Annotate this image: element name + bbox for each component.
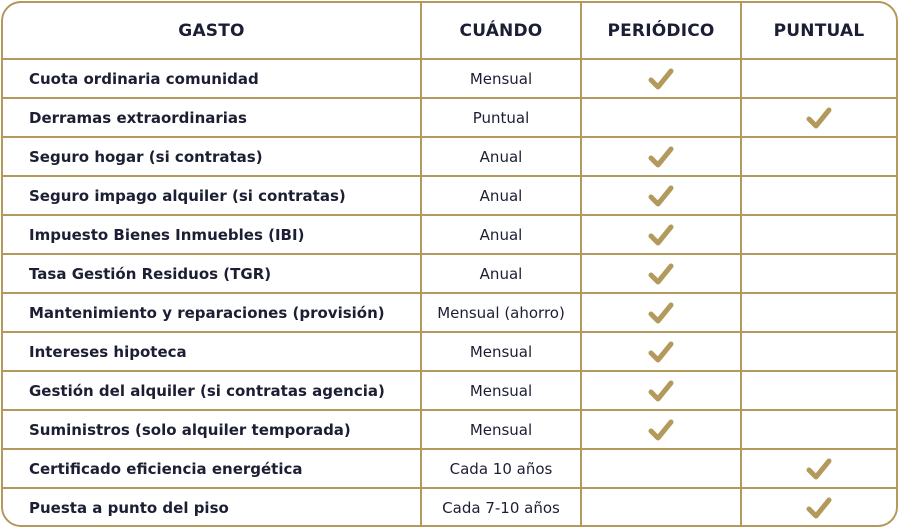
cell-cuando: Puntual [420, 97, 582, 138]
table-row: Mantenimiento y reparaciones (provisión)… [3, 292, 896, 333]
cell-periodico [580, 214, 742, 255]
table-row: Certificado eficiencia energética Cada 10… [3, 448, 896, 489]
cell-periodico [580, 58, 742, 99]
cell-periodico [580, 175, 742, 216]
cell-gasto: Tasa Gestión Residuos (TGR) [3, 253, 422, 294]
checkmark-icon [805, 107, 833, 128]
cell-periodico [580, 136, 742, 177]
checkmark-icon [647, 224, 675, 245]
cell-puntual [740, 175, 896, 216]
cell-cuando: Mensual [420, 58, 582, 99]
cell-cuando: Anual [420, 214, 582, 255]
cell-periodico [580, 253, 742, 294]
checkmark-icon [805, 458, 833, 479]
cell-gasto: Suministros (solo alquiler temporada) [3, 409, 422, 450]
table-row: Suministros (solo alquiler temporada) Men… [3, 409, 896, 450]
checkmark-icon [647, 263, 675, 284]
checkmark-icon [647, 380, 675, 401]
cell-gasto: Gestión del alquiler (si contratas agenc… [3, 370, 422, 411]
cell-puntual [740, 370, 896, 411]
table-row: Seguro impago alquiler (si contratas) Anu… [3, 175, 896, 216]
cell-gasto: Cuota ordinaria comunidad [3, 58, 422, 99]
cell-gasto: Puesta a punto del piso [3, 487, 422, 525]
cell-gasto: Mantenimiento y reparaciones (provisión) [3, 292, 422, 333]
cell-puntual [740, 292, 896, 333]
header-gasto: GASTO [3, 3, 422, 60]
cell-puntual [740, 487, 896, 525]
cell-gasto: Seguro impago alquiler (si contratas) [3, 175, 422, 216]
table-row: Gestión del alquiler (si contratas agenc… [3, 370, 896, 411]
cell-periodico [580, 370, 742, 411]
cell-periodico [580, 487, 742, 525]
table-row: Derramas extraordinarias Puntual [3, 97, 896, 138]
cell-periodico [580, 292, 742, 333]
checkmark-icon [805, 497, 833, 518]
expenses-table: GASTO CUÁNDO PERIÓDICO PUNTUAL Cuota ord… [3, 3, 896, 525]
cell-puntual [740, 97, 896, 138]
header-puntual: PUNTUAL [740, 3, 896, 60]
header-cuando: CUÁNDO [420, 3, 582, 60]
cell-cuando: Anual [420, 136, 582, 177]
checkmark-icon [647, 68, 675, 89]
checkmark-icon [647, 302, 675, 323]
cell-puntual [740, 409, 896, 450]
cell-cuando: Mensual (ahorro) [420, 292, 582, 333]
cell-gasto: Certificado eficiencia energética [3, 448, 422, 489]
cell-periodico [580, 331, 742, 372]
table-row: Tasa Gestión Residuos (TGR) Anual [3, 253, 896, 294]
table-row: Cuota ordinaria comunidad Mensual [3, 58, 896, 99]
cell-gasto: Seguro hogar (si contratas) [3, 136, 422, 177]
cell-gasto: Intereses hipoteca [3, 331, 422, 372]
checkmark-icon [647, 146, 675, 167]
cell-puntual [740, 136, 896, 177]
cell-cuando: Cada 7-10 años [420, 487, 582, 525]
cell-cuando: Mensual [420, 370, 582, 411]
cell-cuando: Mensual [420, 331, 582, 372]
table-row: Impuesto Bienes Inmuebles (IBI) Anual [3, 214, 896, 255]
cell-cuando: Anual [420, 253, 582, 294]
cell-cuando: Anual [420, 175, 582, 216]
cell-periodico [580, 409, 742, 450]
checkmark-icon [647, 341, 675, 362]
header-periodico: PERIÓDICO [580, 3, 742, 60]
cell-cuando: Cada 10 años [420, 448, 582, 489]
cell-puntual [740, 214, 896, 255]
cell-puntual [740, 331, 896, 372]
cell-periodico [580, 448, 742, 489]
cell-puntual [740, 253, 896, 294]
cell-gasto: Impuesto Bienes Inmuebles (IBI) [3, 214, 422, 255]
cell-puntual [740, 58, 896, 99]
table-row: Seguro hogar (si contratas) Anual [3, 136, 896, 177]
cell-gasto: Derramas extraordinarias [3, 97, 422, 138]
checkmark-icon [647, 185, 675, 206]
cell-periodico [580, 97, 742, 138]
cell-puntual [740, 448, 896, 489]
checkmark-icon [647, 419, 675, 440]
table-row: Intereses hipoteca Mensual [3, 331, 896, 372]
cell-cuando: Mensual [420, 409, 582, 450]
table-row: Puesta a punto del piso Cada 7-10 años [3, 487, 896, 525]
header-row: GASTO CUÁNDO PERIÓDICO PUNTUAL [3, 3, 896, 60]
